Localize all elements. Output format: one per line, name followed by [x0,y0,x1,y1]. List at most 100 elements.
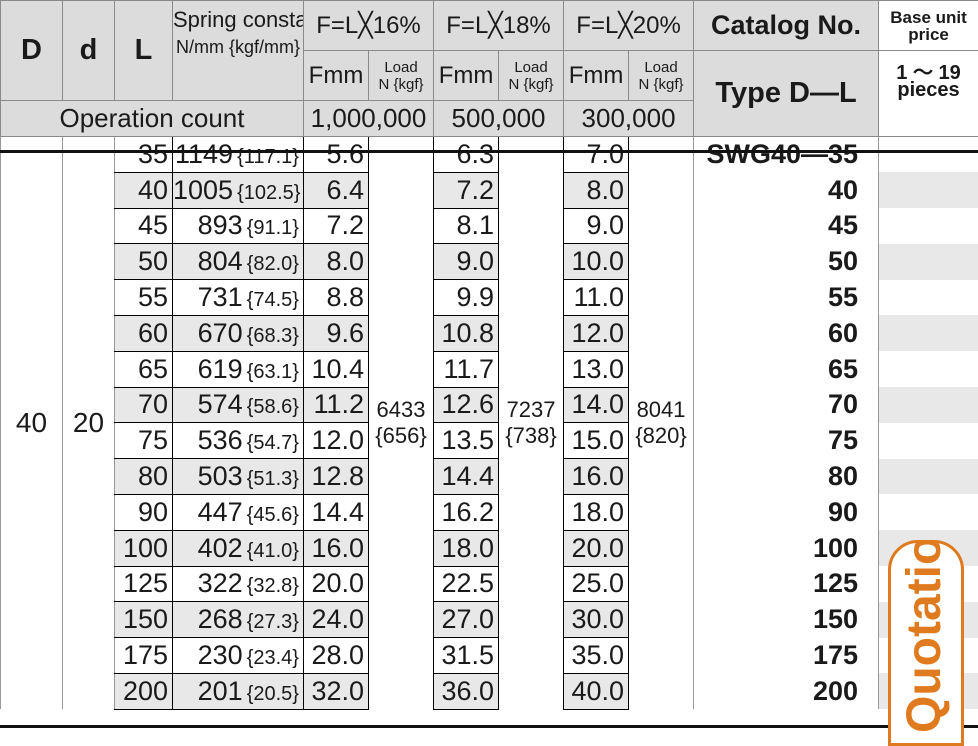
cell-catalog-no: 75 [694,423,879,459]
load-label: Load [629,59,693,76]
cell-L: 125 [115,566,173,602]
cell-spring-constant: 574{58.6} [173,387,304,423]
spring-constant-unit: N/mm {kgf/mm} [173,37,303,58]
cell-catalog-no: 90 [694,494,879,530]
cell-fmm-18: 10.8 [434,315,499,351]
cell-spring-constant: 1149{117.1} [173,137,304,173]
cell-fmm-20: 14.0 [564,387,629,423]
cell-catalog-no: 40 [694,172,879,208]
cell-price [879,208,978,244]
cell-spring-constant: 536{54.7} [173,423,304,459]
cell-fmm-18: 27.0 [434,602,499,638]
cell-fmm-16: 14.4 [304,494,369,530]
cell-fmm-18: 12.6 [434,387,499,423]
cell-L: 90 [115,494,173,530]
load16-kgf: {656} [369,423,433,449]
cell-price [879,280,978,316]
cell-D: 40 [1,137,63,710]
cell-fmm-16: 20.0 [304,566,369,602]
header-catalog-no: Catalog No. [694,1,879,51]
cell-fmm-16: 6.4 [304,172,369,208]
header-load-18: Load N {kgf} [499,51,564,101]
cell-spring-constant: 201{20.5} [173,673,304,709]
header-L: L [115,1,173,101]
header-f16: F=L╳16% [304,1,434,51]
spring-kgf-value: {74.5} [247,289,299,311]
operation-count-label: Operation count [1,101,304,137]
cell-L: 65 [115,351,173,387]
header-fmm-16: Fmm [304,51,369,101]
cell-spring-constant: 619{63.1} [173,351,304,387]
load-unit: N {kgf} [369,76,433,93]
cell-catalog-no: 65 [694,351,879,387]
load-label: Load [499,59,563,76]
cell-L: 80 [115,459,173,495]
cell-fmm-16: 24.0 [304,602,369,638]
spring-n-value: 670 [198,318,243,348]
cell-spring-constant: 1005{102.5} [173,172,304,208]
cell-fmm-18: 8.1 [434,208,499,244]
spring-n-value: 536 [198,425,243,455]
cell-L: 55 [115,280,173,316]
spring-kgf-value: {63.1} [247,361,299,383]
load16-n: 6433 [369,397,433,423]
cell-price [879,137,978,173]
cell-fmm-18: 22.5 [434,566,499,602]
cell-spring-constant: 447{45.6} [173,494,304,530]
header-f20: F=L╳20% [564,1,694,51]
cell-spring-constant: 670{68.3} [173,315,304,351]
cell-fmm-20: 30.0 [564,602,629,638]
cell-L: 40 [115,172,173,208]
operation-count-20: 300,000 [564,101,694,137]
cell-L: 75 [115,423,173,459]
cell-fmm-16: 9.6 [304,315,369,351]
header-quantity: 1 ～ 19 pieces [879,51,978,137]
cell-fmm-18: 31.5 [434,638,499,674]
cell-fmm-16: 11.2 [304,387,369,423]
cell-spring-constant: 503{51.3} [173,459,304,495]
cell-fmm-18: 7.2 [434,172,499,208]
header-load-16: Load N {kgf} [369,51,434,101]
header-D: D [1,1,63,101]
load20-kgf: {820} [629,423,693,449]
header-load-20: Load N {kgf} [629,51,694,101]
spring-kgf-value: {91.1} [247,217,299,239]
cell-L: 200 [115,673,173,709]
spring-kgf-value: {68.3} [247,325,299,347]
load-unit: N {kgf} [629,76,693,93]
cell-catalog-no: 100 [694,530,879,566]
quantity-line2: pieces [879,82,978,99]
cell-fmm-20: 13.0 [564,351,629,387]
cell-L: 150 [115,602,173,638]
cell-fmm-20: 20.0 [564,530,629,566]
load-unit: N {kgf} [499,76,563,93]
cell-fmm-20: 18.0 [564,494,629,530]
cell-fmm-20: 11.0 [564,280,629,316]
cell-fmm-18: 18.0 [434,530,499,566]
cell-fmm-18: 9.0 [434,244,499,280]
cell-L: 175 [115,638,173,674]
cell-price [879,351,978,387]
spring-n-value: 574 [198,389,243,419]
cell-fmm-20: 40.0 [564,673,629,709]
spring-kgf-value: {102.5} [237,182,300,204]
spring-n-value: 201 [198,676,243,706]
cell-load-18: 7237{738} [499,137,564,710]
header-spring-constant: Spring constant N/mm {kgf/mm} [173,1,304,101]
cell-fmm-16: 32.0 [304,673,369,709]
cell-price [879,387,978,423]
cell-price [879,423,978,459]
cell-fmm-18: 9.9 [434,280,499,316]
header-base-price: Base unit price [879,1,978,51]
